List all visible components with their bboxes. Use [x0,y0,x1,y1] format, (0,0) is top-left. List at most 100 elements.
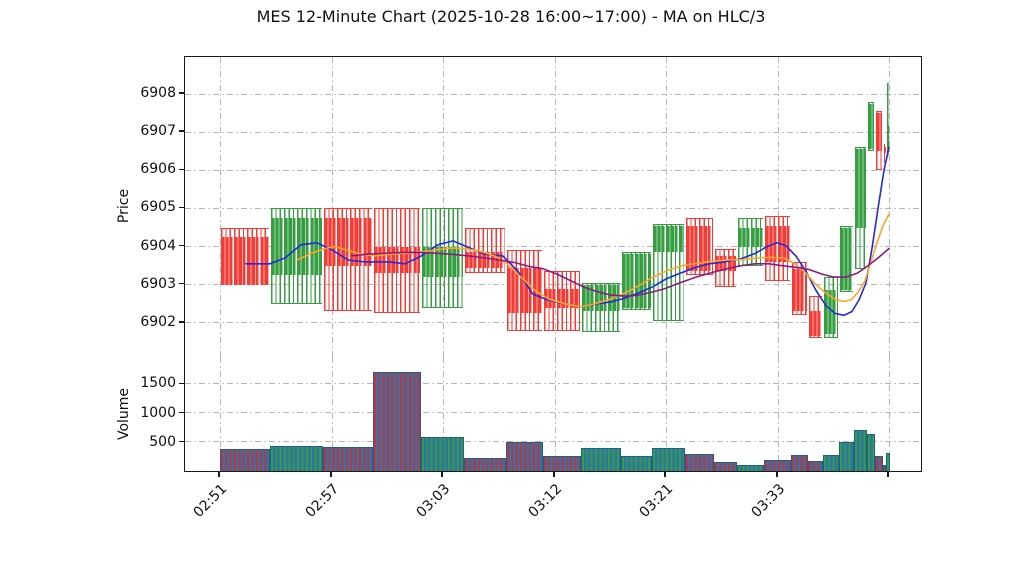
candlestick-body [652,225,685,253]
price-tick-mark [179,321,184,323]
volume-bar [808,461,823,471]
price-tick-mark [179,168,184,170]
volume-bar [581,448,621,471]
price-plot-area [185,57,921,358]
candlestick-body [823,290,839,335]
volume-panel [184,357,922,472]
price-tick-mark [179,130,184,132]
volume-bar [506,441,543,471]
volume-tick-label: 500 [149,433,176,450]
price-tick-mark [179,92,184,94]
time-gridline [777,57,779,358]
price-tick-label: 6904 [140,237,176,254]
time-gridline [665,57,667,358]
candlestick-body [875,113,883,152]
price-tick-label: 6907 [140,123,176,140]
candlestick-wick [883,143,886,163]
candlestick-body [854,149,867,228]
time-tick-label: 02:51 [190,481,231,521]
volume-bar [543,455,581,471]
price-gridline [185,169,921,171]
candlestick-body [883,147,886,154]
price-tick-label: 6903 [140,275,176,292]
volume-bar [220,449,270,471]
ma-medium-orange-line [296,213,890,308]
volume-bar [854,430,867,471]
time-gridline [442,357,444,471]
volume-bar [791,454,808,471]
chart-title: MES 12-Minute Chart (2025-10-28 16:00~17… [256,7,766,26]
candlestick-body [867,103,875,150]
volume-bar [373,371,421,471]
volume-tick-mark [179,441,184,443]
volume-bar [621,456,652,471]
volume-tick-mark [179,411,184,414]
candlestick-body [839,227,854,291]
time-gridline [219,357,221,471]
price-gridline [185,93,921,95]
volume-bar [823,454,839,471]
time-gridline [442,57,444,358]
time-tick-mark [776,472,778,477]
volume-tick-mark [179,382,184,384]
time-gridline [554,57,556,358]
volume-bar [883,464,886,471]
price-gridline [185,131,921,133]
candlestick-body [543,288,581,308]
price-tick-mark [179,244,184,247]
price-gridline [185,207,921,209]
price-tick-label: 6906 [140,161,176,178]
volume-bar [685,454,714,471]
volume-tick-label: 1000 [140,404,176,421]
time-tick-label: 02:57 [302,481,343,521]
price-tick-label: 6902 [140,313,176,330]
price-gridline [185,246,921,248]
time-gridline [331,57,333,358]
time-gridline [219,57,221,358]
candlestick-body [791,269,808,312]
volume-bar [867,434,875,471]
time-gridline [888,57,890,358]
time-tick-label: 03:33 [748,481,789,521]
time-tick-label: 03:03 [413,481,454,521]
volume-gridline [185,382,921,384]
price-panel [184,56,922,359]
volume-bar [886,453,890,471]
time-tick-label: 03:12 [525,481,566,521]
volume-bar [464,458,506,471]
volume-bar [421,437,464,471]
price-tick-mark [179,206,184,209]
volume-bar [737,464,764,471]
candlestick-body [323,217,373,266]
volume-plot-area [185,357,921,471]
time-gridline [331,357,333,471]
time-tick-mark [553,472,555,477]
price-tick-label: 6908 [140,85,176,101]
volume-bar [270,445,323,471]
volume-gridline [185,412,921,414]
volume-bar [839,441,854,471]
candlestick-body [886,124,890,152]
time-tick-mark [887,472,889,477]
time-tick-label: 03:21 [636,481,677,521]
candlestick-body [808,311,823,337]
time-tick-mark [330,472,332,477]
volume-bar [652,448,685,471]
time-tick-mark [441,472,443,477]
price-tick-mark [179,283,184,285]
candlestick-body [270,217,323,276]
ma-slow-purple-line [351,247,890,297]
volume-tick-label: 1500 [140,375,176,392]
volume-bar [875,456,883,471]
candlestick-body [373,246,421,274]
time-gridline [888,357,890,471]
volume-bar [714,461,737,471]
price-tick-label: 6905 [140,199,176,216]
candlestick-body [737,227,764,247]
candlestick-body [220,237,270,285]
time-gridline [665,357,667,471]
volume-gridline [185,441,921,443]
volume-bar [764,459,791,471]
ma-fast-blue-line [245,146,890,317]
